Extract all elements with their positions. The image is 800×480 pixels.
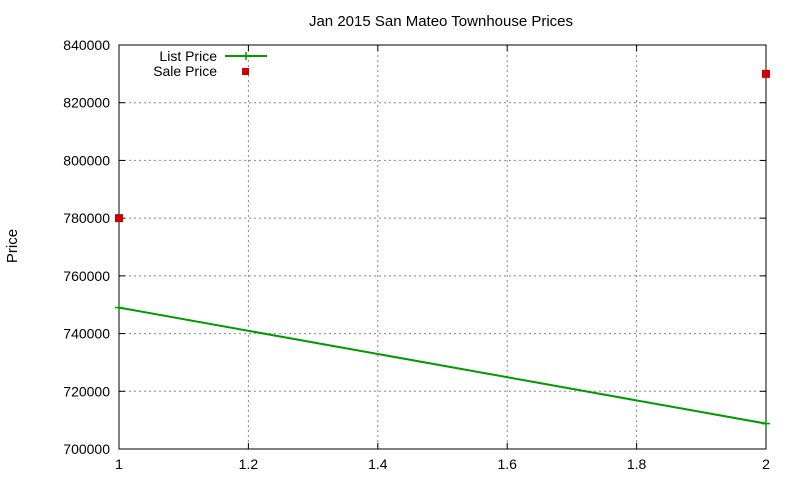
plot-frame bbox=[118, 44, 767, 450]
grid bbox=[119, 45, 766, 449]
y-tick-label: 800000 bbox=[63, 152, 110, 168]
y-axis-label: Price bbox=[4, 229, 21, 263]
x-tick-label: 1.8 bbox=[627, 456, 647, 472]
axis-ticks: 1 1.2 1.4 1.6 1.8 2 700000 720000 740000 760000 78… bbox=[63, 37, 770, 472]
x-tick-label: 1 bbox=[115, 456, 123, 472]
x-tick-label: 2 bbox=[762, 456, 770, 472]
y-tick-label: 840000 bbox=[63, 37, 110, 53]
y-tick-label: 700000 bbox=[63, 441, 110, 457]
legend-label-sale-price: Sale Price bbox=[153, 63, 217, 79]
x-tick-label: 1.2 bbox=[239, 456, 259, 472]
chart-title: Jan 2015 San Mateo Townhouse Prices bbox=[309, 13, 573, 30]
y-tick-label: 740000 bbox=[63, 326, 110, 342]
legend: List Price Sale Price bbox=[153, 48, 267, 79]
series bbox=[115, 69, 770, 428]
legend-label-list-price: List Price bbox=[159, 48, 217, 64]
y-tick-label: 780000 bbox=[63, 210, 110, 226]
y-tick-label: 760000 bbox=[63, 268, 110, 284]
legend-marker-sale-price bbox=[242, 68, 249, 75]
x-tick-label: 1.6 bbox=[497, 456, 517, 472]
sale-price-point bbox=[762, 69, 770, 78]
sale-price-point bbox=[115, 214, 123, 223]
list-price-line bbox=[118, 306, 767, 425]
y-tick-label: 820000 bbox=[63, 95, 110, 111]
y-tick-label: 720000 bbox=[63, 383, 110, 399]
x-tick-label: 1.4 bbox=[368, 456, 388, 472]
